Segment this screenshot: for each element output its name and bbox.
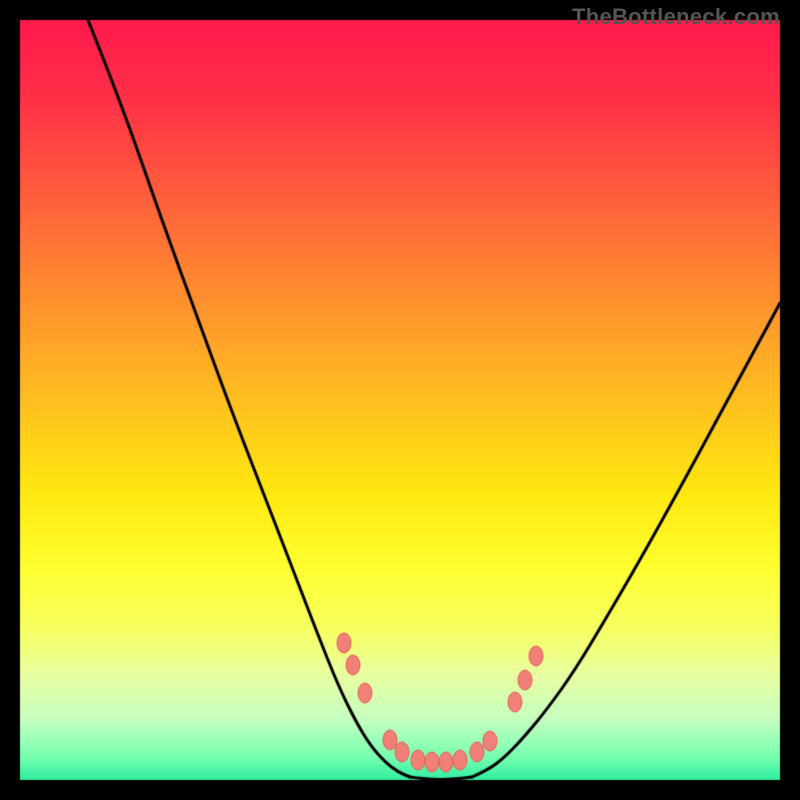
watermark-text: TheBottleneck.com (572, 4, 780, 30)
chart-root: TheBottleneck.com (0, 0, 800, 800)
chart-canvas (0, 0, 800, 800)
